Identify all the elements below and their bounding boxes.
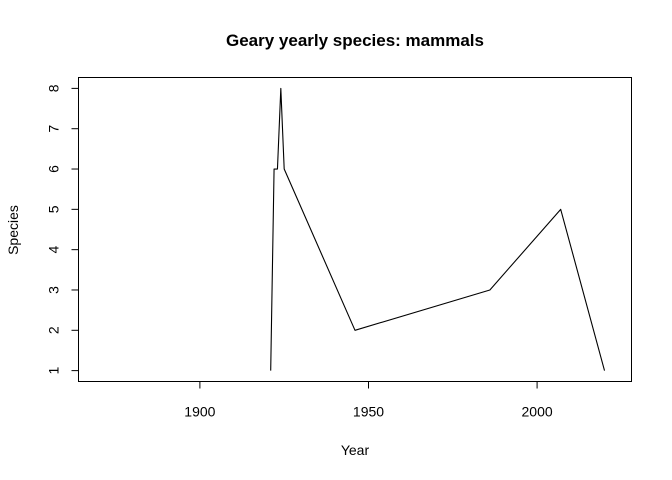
y-tick-label: 5 bbox=[46, 205, 62, 213]
y-tick-label: 3 bbox=[46, 286, 62, 294]
y-tick-label: 2 bbox=[46, 326, 62, 334]
x-axis: 1900 1950 2000 bbox=[184, 381, 553, 420]
x-axis-label: Year bbox=[341, 442, 370, 458]
y-axis-label: Species bbox=[5, 205, 21, 255]
x-tick-label: 2000 bbox=[522, 404, 553, 420]
plot-frame bbox=[78, 77, 632, 382]
y-tick-label: 4 bbox=[46, 246, 62, 254]
series-line bbox=[270, 87, 606, 371]
chart-title: Geary yearly species: mammals bbox=[226, 31, 484, 50]
y-tick-label: 8 bbox=[46, 84, 62, 92]
x-tick-label: 1900 bbox=[184, 404, 215, 420]
y-axis: 1 2 3 4 5 6 7 8 bbox=[46, 84, 79, 375]
y-tick-label: 1 bbox=[46, 367, 62, 375]
series-layer bbox=[270, 87, 606, 371]
y-tick-label: 7 bbox=[46, 125, 62, 133]
y-tick-label: 6 bbox=[46, 165, 62, 173]
x-tick-label: 1950 bbox=[353, 404, 384, 420]
